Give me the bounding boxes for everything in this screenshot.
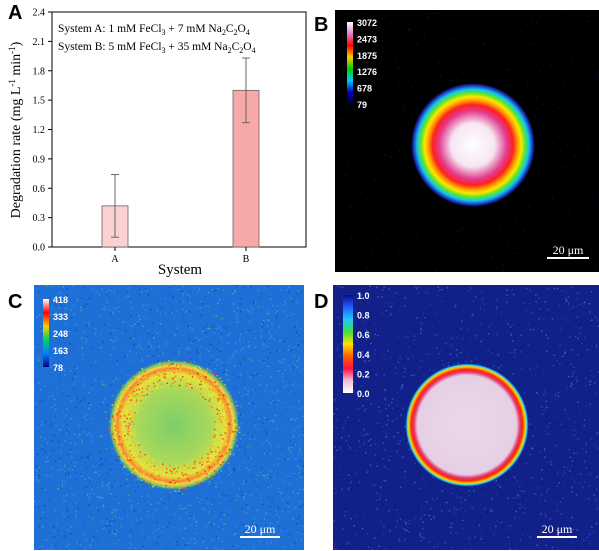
colorbar-tick-label: 1276: [357, 67, 377, 77]
y-axis-ticks: 0.0 0.3 0.6 0.9 1.2 1.5 1.8 2.1 2.4: [33, 8, 52, 254]
colorbar-tick-label: 333: [53, 312, 68, 322]
fluorescence-image-b: 3072 2473 1875 1276 678 79 20 μm: [335, 10, 599, 272]
y-tick-label: 1.5: [33, 96, 46, 107]
annotation-system-b: System B: 5 mM FeCl3 + 35 mM Na2C2O4: [58, 41, 256, 55]
ring-noise: [108, 359, 241, 492]
panel-label-c: C: [8, 291, 23, 313]
y-axis-label: Degradation rate (mg L-1 min-1): [7, 41, 24, 218]
colorbar-tick-label: 3072: [357, 18, 377, 28]
colorbar: [347, 22, 353, 104]
colorbar-tick-label: 2473: [357, 34, 377, 44]
x-tick-label: B: [243, 254, 250, 265]
colorbar: [43, 299, 49, 367]
y-tick-label: 1.8: [33, 66, 46, 77]
colorbar-tick-label: 0.4: [357, 350, 370, 360]
panel-label-b: B: [314, 14, 329, 36]
x-tick-label: A: [111, 254, 119, 265]
panel-d: D 1.0 0.8 0.6 0.4 0.2 0.0 20 μm: [308, 283, 599, 551]
x-axis-label: System: [158, 262, 203, 278]
colorbar-tick-label: 1.0: [357, 291, 370, 301]
panel-b: B 3072 2473 1875 1276 678 79 20 μm: [308, 0, 599, 280]
fluorescence-image-c: 418 333 248 163 78 20 μm: [34, 285, 304, 550]
colorbar-tick-label: 79: [357, 100, 367, 110]
y-tick-label: 0.6: [33, 184, 46, 195]
annotation-system-a: System A: 1 mM FeCl3 + 7 mM Na2C2O4: [58, 23, 250, 37]
y-tick-label: 0.9: [33, 154, 46, 165]
colorbar-tick-label: 1875: [357, 51, 377, 61]
colorbar-tick-label: 163: [53, 346, 68, 356]
fluorescent-particle: [411, 83, 535, 207]
bars: [101, 57, 260, 248]
y-tick-label: 2.4: [33, 8, 46, 19]
colorbar-tick-label: 0.2: [357, 369, 370, 379]
scale-bar-label: 20 μm: [553, 243, 584, 257]
scale-bar-label: 20 μm: [542, 522, 573, 536]
colorbar-tick-label: 248: [53, 329, 68, 339]
scale-bar-label: 20 μm: [245, 522, 276, 536]
panel-c: C 418 333 248 163 78 20 μm: [0, 283, 308, 551]
colorbar-tick-label: 0.0: [357, 389, 370, 399]
y-tick-label: 0.0: [33, 243, 46, 254]
colorbar-tick-label: 78: [53, 363, 63, 373]
y-tick-label: 1.2: [33, 125, 46, 136]
y-tick-label: 2.1: [33, 37, 46, 48]
colorbar-tick-label: 0.6: [357, 330, 370, 340]
fluorescent-particle: [405, 363, 529, 487]
colorbar: [343, 295, 353, 393]
panel-label-d: D: [314, 291, 329, 313]
fluorescence-image-d: 1.0 0.8 0.6 0.4 0.2 0.0 20 μm: [333, 285, 599, 550]
panel-label-a: A: [8, 2, 23, 24]
y-tick-label: 0.3: [33, 213, 46, 224]
colorbar-tick-label: 0.8: [357, 311, 370, 321]
colorbar-tick-label: 418: [53, 295, 68, 305]
colorbar-tick-label: 678: [357, 84, 372, 94]
